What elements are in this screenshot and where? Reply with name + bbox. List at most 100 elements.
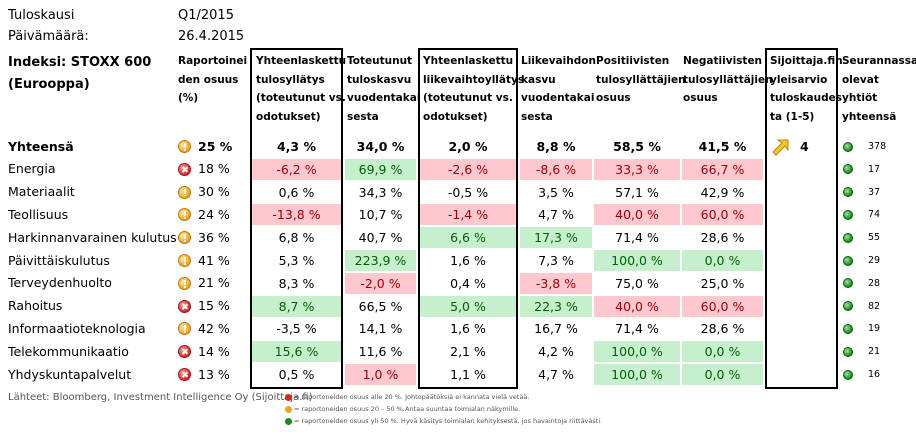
- cell-rev: -0,5 %: [447, 184, 489, 200]
- status-dot-icon: [843, 278, 853, 289]
- company-count: 21: [868, 346, 881, 358]
- header-line: odotukset): [256, 110, 321, 123]
- cell-pos: 100,0 %: [594, 364, 680, 385]
- cell-neg: 41,5 %: [698, 139, 747, 154]
- cell-eps-growth: 223,9 %: [345, 250, 416, 271]
- header-line: tuloskasvu: [347, 73, 412, 86]
- status-dot-icon: [843, 369, 853, 380]
- cell-eps-growth: 69,9 %: [345, 158, 416, 180]
- header-line: tulosyllätys: [256, 73, 325, 86]
- legend-orange: = raportoneiden osuus 20 – 50 %.Antaa su…: [285, 404, 520, 414]
- reported-share: 21 %: [198, 275, 230, 291]
- header-line: (toteutunut vs.: [423, 92, 513, 104]
- status-dot-icon: [843, 141, 853, 152]
- cell-rev-growth: 7,3 %: [538, 253, 574, 268]
- cell-pos: 57,1 %: [615, 184, 659, 200]
- date-value: 26.4.2015: [178, 29, 245, 44]
- cell-rev-growth: 4,7 %: [538, 367, 574, 382]
- header-line: Negatiivisten: [683, 55, 763, 67]
- cell-rev: 0,4 %: [450, 275, 486, 291]
- header-line: Toteutunut: [347, 55, 413, 67]
- source-note: Lähteet: Bloomberg, Investment Intellige…: [8, 392, 313, 403]
- header-line: tulosyllättäjien: [596, 73, 686, 86]
- x-icon: [178, 299, 191, 313]
- reported-share: 18 %: [198, 161, 230, 177]
- header-line: Yhteenlaskettu: [256, 55, 347, 67]
- row-label: Harkinnanvarainen kulutus: [8, 229, 177, 245]
- cell-rev-growth: -3,8 %: [520, 272, 592, 294]
- header-line: vuodentakai: [347, 92, 421, 104]
- header-line: olevat: [842, 73, 879, 86]
- header-line: yhteensä: [842, 110, 897, 123]
- cell-eps: 8,7 %: [252, 295, 341, 317]
- header-line: tulosyllättäjien: [683, 73, 773, 86]
- cell-neg: 0,0 %: [682, 250, 763, 271]
- exclamation-icon: [178, 276, 191, 290]
- header-line: liikevaihtoyllätys: [423, 73, 525, 86]
- cell-eps-growth: 10,7 %: [358, 207, 403, 223]
- header-line: sesta: [347, 110, 379, 123]
- status-dot-icon: [843, 232, 853, 243]
- header-line: osuus: [683, 92, 718, 104]
- cell-rev-growth: 16,7 %: [534, 321, 578, 337]
- status-dot-icon: [843, 346, 853, 357]
- status-dot-icon: [843, 187, 853, 198]
- reported-share: 36 %: [198, 229, 230, 245]
- cell-eps: 0,6 %: [278, 184, 315, 200]
- exclamation-icon: [178, 140, 191, 153]
- exclamation-icon: [178, 254, 191, 267]
- cell-rev: 5,0 %: [420, 295, 516, 317]
- row-label: Teollisuus: [8, 206, 69, 222]
- cell-rev-growth: -8,6 %: [520, 158, 592, 180]
- row-label: Yhteensä: [8, 138, 74, 154]
- status-dot-icon: [843, 301, 853, 312]
- cell-neg: 28,6 %: [700, 230, 745, 246]
- header-pos: Positiivisten tulosyllättäjien osuus: [596, 52, 686, 108]
- company-count: 82: [868, 300, 881, 312]
- cell-eps-growth: 14,1 %: [358, 321, 403, 337]
- company-count: 55: [868, 232, 881, 244]
- cell-pos: 40,0 %: [594, 295, 680, 317]
- company-count: 16: [868, 369, 881, 380]
- x-icon: [178, 162, 191, 176]
- header-line: sesta: [521, 110, 553, 123]
- cell-pos: 33,3 %: [594, 158, 680, 180]
- cell-eps: 5,3 %: [278, 253, 315, 268]
- header-reported: Raportoinei den osuus (%): [178, 52, 247, 108]
- cell-rev-growth: 4,2 %: [538, 344, 574, 360]
- header-eps-growth: Toteutunut tuloskasvu vuodentakai sesta: [347, 52, 420, 126]
- cell-eps-growth: 66,5 %: [358, 298, 403, 314]
- row-label: Terveydenhuolto: [8, 275, 112, 291]
- arrow-up-right-icon: [772, 139, 789, 156]
- header-line: Positiivisten: [596, 55, 670, 67]
- header-line: yhtiöt: [842, 92, 878, 104]
- header-line: kasvu: [521, 73, 556, 86]
- row-label: Telekommunikaatio: [8, 343, 129, 359]
- cell-eps-growth: 11,6 %: [358, 344, 403, 360]
- rating-value: 4: [800, 139, 809, 154]
- reported-share: 15 %: [198, 298, 230, 314]
- cell-eps: -13,8 %: [252, 204, 341, 226]
- x-icon: [178, 368, 191, 381]
- x-icon: [178, 345, 191, 359]
- cell-eps-growth: 1,0 %: [345, 364, 416, 385]
- legend-green: = raportoneiden osuus yli 50 %. Hyvä käs…: [285, 416, 602, 426]
- reported-share: 41 %: [198, 252, 230, 268]
- cell-rev-growth: 3,5 %: [538, 184, 574, 200]
- header-line: yleisarvio: [770, 73, 828, 86]
- cell-pos: 71,4 %: [615, 321, 659, 337]
- cell-rev: 2,0 %: [448, 139, 488, 154]
- cell-pos: 71,4 %: [615, 230, 659, 246]
- cell-pos: 100,0 %: [594, 341, 680, 363]
- reported-share: 13 %: [198, 366, 230, 382]
- status-dot-icon: [843, 209, 853, 220]
- cell-rev-growth: 8,8 %: [536, 139, 576, 154]
- cell-neg: 28,6 %: [700, 321, 745, 337]
- cell-pos: 58,5 %: [613, 139, 661, 154]
- header-line: Seurannassa: [842, 55, 916, 67]
- cell-neg: 42,9 %: [700, 184, 745, 200]
- company-count: 28: [868, 277, 881, 289]
- cell-neg: 60,0 %: [682, 295, 763, 317]
- exclamation-icon: [178, 185, 191, 199]
- reported-share: 14 %: [198, 343, 230, 359]
